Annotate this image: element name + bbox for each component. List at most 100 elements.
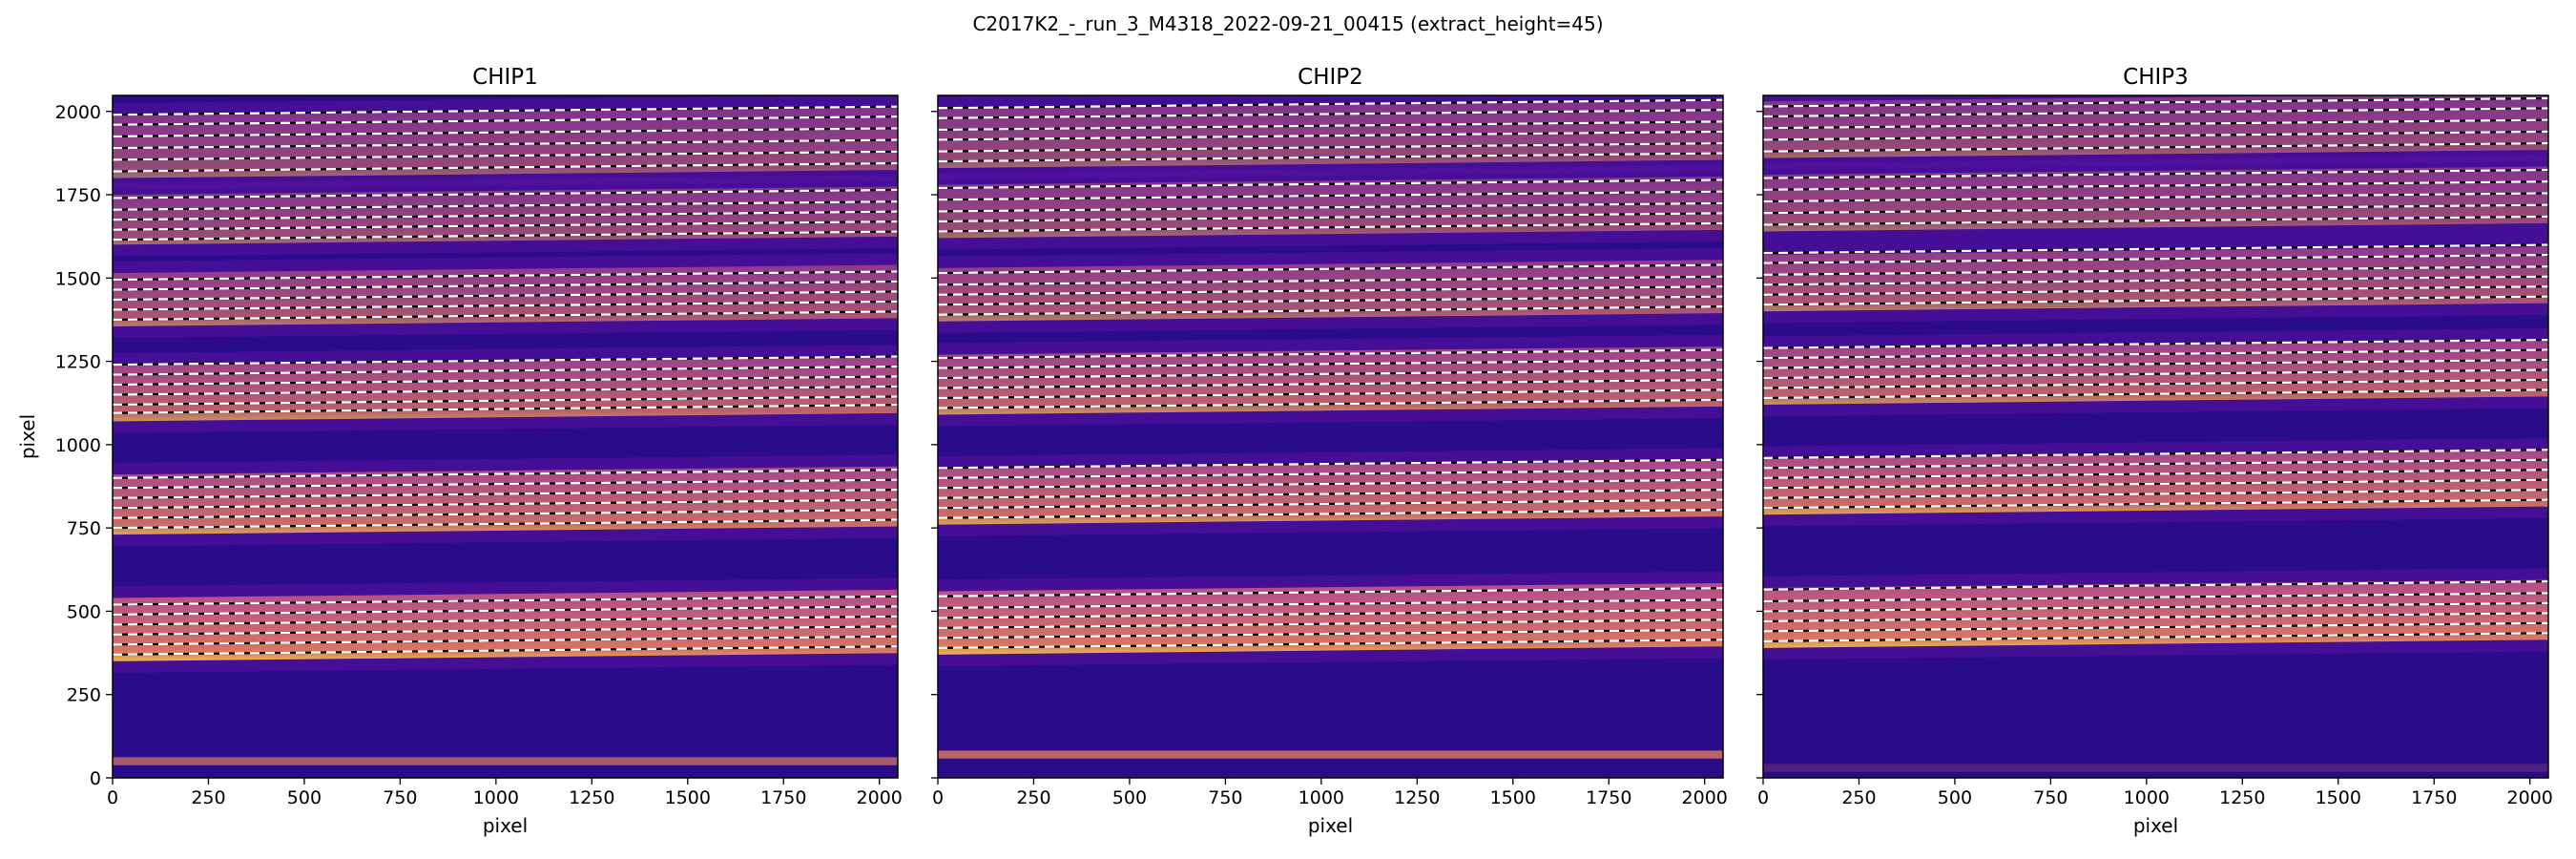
x-tick-label: 1250 — [1394, 787, 1440, 808]
trace-line — [1763, 449, 2548, 459]
trace-line — [113, 595, 898, 606]
trace-line — [938, 178, 1723, 190]
trace-line — [938, 263, 1723, 275]
axes-frame — [937, 94, 1724, 779]
trace-line — [1763, 107, 2548, 118]
trace-line — [1763, 338, 2548, 349]
y-tick-label: 500 — [67, 601, 101, 622]
trace-line — [1763, 592, 2548, 603]
trace-line — [938, 275, 1723, 286]
trace-line — [938, 489, 1723, 499]
trace-line — [113, 605, 898, 617]
trace-line — [938, 190, 1723, 201]
trace-line — [1763, 130, 2548, 141]
x-tick-label: 0 — [107, 787, 118, 808]
trace-line — [113, 150, 898, 161]
echelle-order-band — [113, 466, 898, 535]
x-tick-label: 750 — [2033, 787, 2067, 808]
detector-image — [1763, 95, 2548, 778]
trace-line — [113, 161, 898, 173]
x-tick-label: 1750 — [2411, 787, 2457, 808]
trace-line — [1763, 215, 2548, 226]
trace-line — [938, 295, 1723, 306]
edge-band — [1763, 764, 2548, 772]
trace-line — [1763, 580, 2548, 591]
trace-line — [1763, 118, 2548, 130]
trace-line — [938, 141, 1723, 153]
trace-line — [113, 270, 898, 282]
trace-line — [938, 388, 1723, 400]
x-tick-label: 1500 — [665, 787, 711, 808]
trace-line — [113, 395, 898, 407]
x-tick-label: 750 — [1208, 787, 1242, 808]
edge-band — [938, 750, 1723, 759]
x-tick-label: 2000 — [857, 787, 903, 808]
x-tick-label: 1000 — [1298, 787, 1344, 808]
trace-line — [938, 628, 1723, 639]
trace-line — [113, 230, 898, 241]
x-axis-label: pixel — [2133, 814, 2178, 837]
trace-line — [938, 221, 1723, 233]
x-tick-label: 1000 — [473, 787, 519, 808]
trace-line — [1763, 192, 2548, 203]
detector-image — [113, 95, 898, 778]
trace-line — [113, 469, 898, 479]
trace-line — [1763, 253, 2548, 264]
trace-line — [938, 348, 1723, 360]
axes-frame — [112, 94, 899, 779]
trace-line — [113, 509, 898, 519]
x-axis-label: pixel — [1308, 814, 1353, 837]
trace-line — [1763, 601, 2548, 613]
x-tick-label: 0 — [1757, 787, 1769, 808]
panel-title: CHIP1 — [472, 65, 538, 90]
echelle-order-band — [1763, 246, 2548, 312]
trace-line — [1763, 348, 2548, 360]
trace-line — [113, 518, 898, 530]
trace-line — [113, 625, 898, 636]
trace-line — [938, 152, 1723, 163]
trace-line — [1763, 612, 2548, 623]
y-tick-label: 1250 — [55, 352, 101, 373]
trace-line — [1763, 368, 2548, 380]
chip-panel-3: CHIP3 0 250 500 750 1000 1250 1500 1750 2000 pixel — [1756, 65, 2553, 837]
axes-frame — [1762, 94, 2549, 779]
trace-line — [1763, 285, 2548, 296]
x-tick-label: 2000 — [1682, 787, 1728, 808]
trace-line — [113, 210, 898, 221]
trace-line — [113, 404, 898, 414]
y-tick-label: 250 — [67, 685, 101, 706]
trace-line — [1763, 498, 2548, 510]
trace-line — [938, 201, 1723, 213]
x-tick-label: 500 — [287, 787, 322, 808]
x-tick-label: 1750 — [1586, 787, 1631, 808]
trace-line — [1763, 378, 2548, 389]
figure-suptitle: C2017K2_-_run_3_M4318_2022-09-21_00415 (… — [972, 12, 1603, 35]
trace-line — [938, 368, 1723, 380]
trace-line — [1763, 275, 2548, 286]
x-tick-label: 500 — [1112, 787, 1147, 808]
x-tick-label: 1750 — [760, 787, 806, 808]
trace-line — [938, 458, 1723, 470]
x-tick-label: 1500 — [2316, 787, 2361, 808]
panel-title: CHIP3 — [2123, 65, 2189, 90]
trace-line — [1763, 478, 2548, 490]
trace-line — [1763, 141, 2548, 153]
edge-band — [113, 757, 898, 765]
trace-line — [938, 509, 1723, 519]
trace-line — [1763, 265, 2548, 276]
trace-line — [113, 300, 898, 311]
trace-line — [1763, 358, 2548, 369]
echelle-order-band — [938, 346, 1723, 415]
chip-panel-1: CHIP1 0 250 500 750 1000 1250 1500 1750 2000 0 250 5… — [16, 65, 903, 837]
trace-line — [938, 598, 1723, 610]
trace-line — [1763, 243, 2548, 255]
trace-line — [113, 635, 898, 646]
trace-line — [113, 489, 898, 499]
trace-line — [1763, 295, 2548, 306]
x-tick-label: 1000 — [2124, 787, 2170, 808]
trace-line — [113, 615, 898, 626]
trace-line — [113, 365, 898, 376]
trace-line — [113, 115, 898, 126]
trace-line — [1763, 168, 2548, 179]
